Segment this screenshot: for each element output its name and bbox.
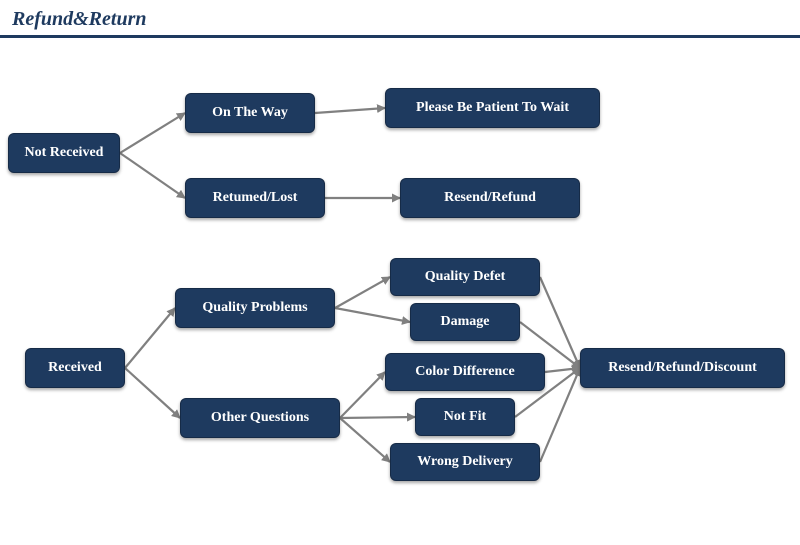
- flowchart-node-received: Received: [25, 348, 125, 388]
- flowchart-node-rrd: Resend/Refund/Discount: [580, 348, 785, 388]
- flowchart-edge: [545, 368, 580, 372]
- flowchart-node-color-diff: Color Difference: [385, 353, 545, 391]
- flowchart-node-quality-prob: Quality Problems: [175, 288, 335, 328]
- flowchart-edge: [125, 308, 175, 368]
- flowchart-edge: [335, 277, 390, 308]
- flowchart-edge: [125, 368, 180, 418]
- flowchart-edge: [540, 368, 580, 462]
- flowchart-node-wrong-deliv: Wrong Delivery: [390, 443, 540, 481]
- flowchart-node-other-q: Other Questions: [180, 398, 340, 438]
- flowchart-edge: [340, 372, 385, 418]
- flowchart-node-please-wait: Please Be Patient To Wait: [385, 88, 600, 128]
- flowchart-node-damage: Damage: [410, 303, 520, 341]
- flowchart-canvas: Not Received On The Way Retumed/Lost Please…: [0, 38, 800, 538]
- flowchart-node-quality-defet: Quality Defet: [390, 258, 540, 296]
- flowchart-edge: [540, 277, 580, 368]
- flowchart-edge: [340, 417, 415, 418]
- flowchart-node-resend-refund: Resend/Refund: [400, 178, 580, 218]
- flowchart-edge: [120, 113, 185, 153]
- page-title: Refund&Return: [0, 0, 800, 35]
- flowchart-node-on-the-way: On The Way: [185, 93, 315, 133]
- flowchart-edge: [120, 153, 185, 198]
- flowchart-node-returned-lost: Retumed/Lost: [185, 178, 325, 218]
- flowchart-node-not-received: Not Received: [8, 133, 120, 173]
- flowchart-edge: [315, 108, 385, 113]
- flowchart-edge: [340, 418, 390, 462]
- flowchart-node-not-fit: Not Fit: [415, 398, 515, 436]
- flowchart-edge: [335, 308, 410, 322]
